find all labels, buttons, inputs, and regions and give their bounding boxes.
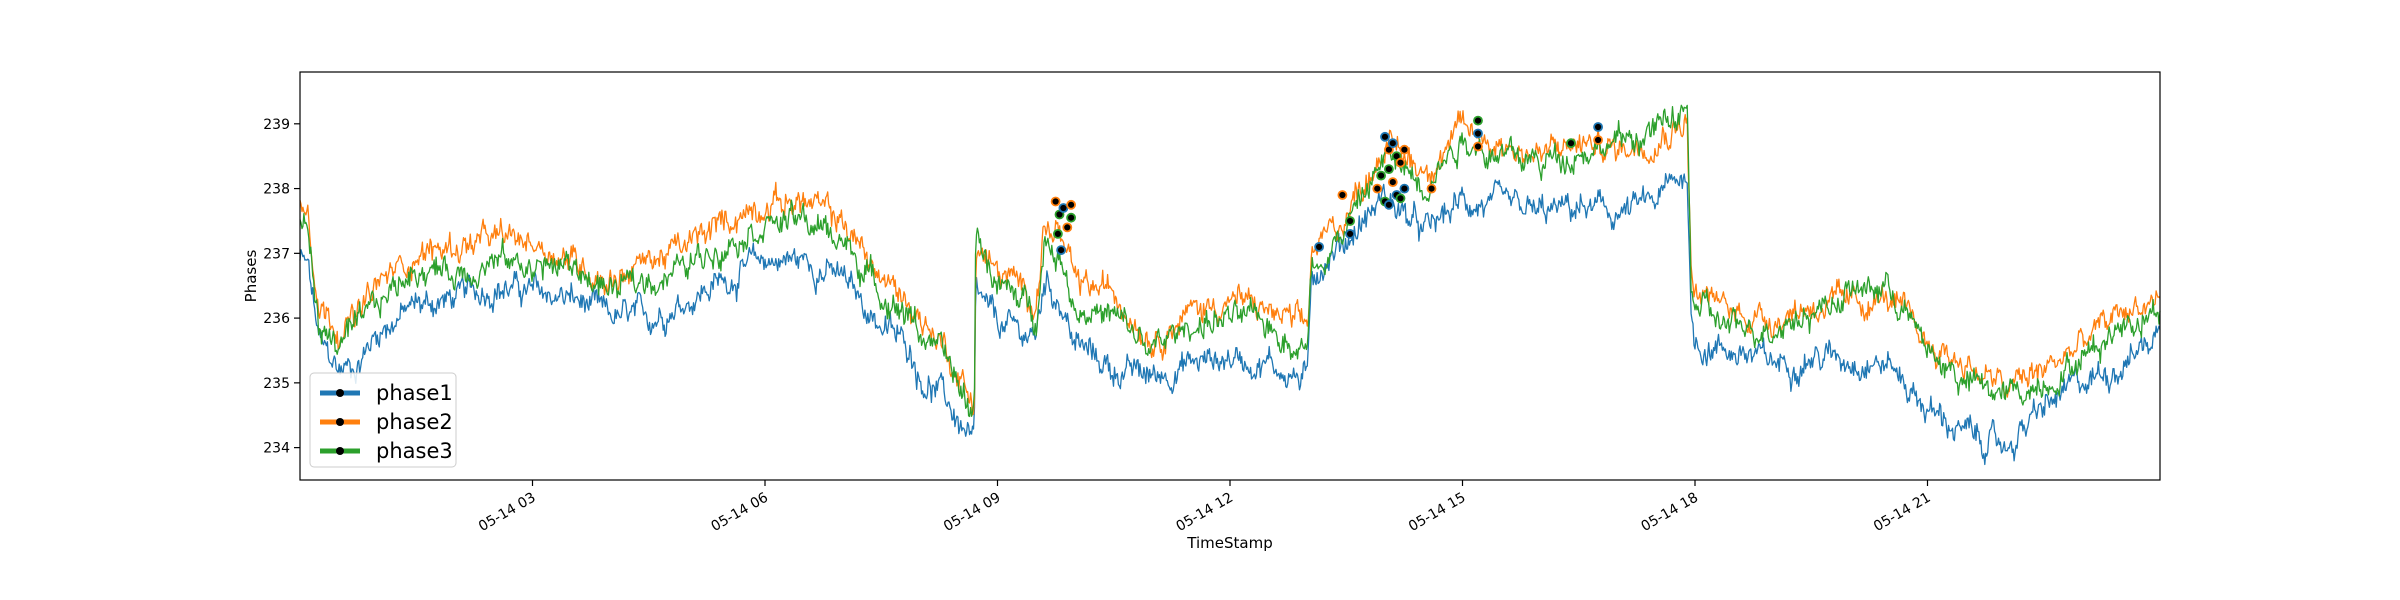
- data-point-marker: [1066, 212, 1076, 223]
- x-axis-label: TimeStamp: [1186, 534, 1272, 552]
- legend-label-phase2: phase2: [376, 410, 453, 434]
- data-point-marker: [1058, 203, 1069, 213]
- data-point-marker: [1395, 157, 1406, 168]
- data-point-marker: [1380, 131, 1390, 142]
- series-line-phase3: [299, 104, 2161, 418]
- data-point-marker: [1473, 141, 1483, 152]
- data-point-marker: [1314, 241, 1324, 252]
- data-point-marker: [1387, 138, 1398, 149]
- legend: phase1 phase2 phase3: [309, 372, 457, 468]
- data-point-marker: [1473, 115, 1483, 126]
- data-point-marker: [1372, 183, 1383, 194]
- data-point-marker: [1399, 183, 1410, 194]
- x-tick-label: 05-14 09: [941, 490, 1004, 535]
- data-point-marker: [1062, 222, 1073, 233]
- data-point-marker: [1473, 128, 1483, 139]
- series-layer: [299, 104, 2161, 466]
- data-point-marker: [1345, 228, 1355, 239]
- legend-marker: [336, 447, 344, 455]
- y-tick-label: 238: [263, 182, 290, 198]
- data-point-marker: [1384, 199, 1394, 210]
- legend-marker: [336, 389, 344, 397]
- y-tick-label: 237: [263, 246, 290, 262]
- y-tick-label: 234: [263, 441, 290, 457]
- x-tick-label: 05-14 12: [1173, 490, 1236, 535]
- legend-marker: [336, 418, 344, 426]
- y-axis: 234 235 236 237 238 239: [263, 117, 300, 457]
- data-point-marker: [1384, 164, 1394, 175]
- data-point-marker: [1593, 135, 1603, 145]
- data-point-marker: [1387, 177, 1398, 188]
- legend-label-phase1: phase1: [376, 381, 453, 405]
- x-axis: 05-14 03 05-14 06 05-14 09 05-14 12 05-14 15…: [476, 480, 1934, 535]
- data-point-marker: [1376, 170, 1386, 181]
- data-point-marker: [1345, 216, 1355, 226]
- y-axis-label: Phases: [242, 250, 260, 303]
- y-tick-label: 235: [263, 376, 290, 392]
- data-point-marker: [1066, 199, 1076, 210]
- data-point-marker: [1050, 196, 1061, 207]
- y-tick-label: 236: [263, 311, 290, 327]
- legend-label-phase3: phase3: [376, 439, 453, 463]
- data-point-marker: [1337, 190, 1348, 200]
- data-point-marker: [1566, 138, 1576, 149]
- data-point-marker: [1395, 193, 1406, 204]
- data-point-marker: [1399, 144, 1410, 155]
- x-tick-label: 05-14 03: [476, 490, 539, 535]
- legend-box: [309, 372, 457, 468]
- x-tick-label: 05-14 21: [1871, 490, 1934, 535]
- y-tick-label: 239: [263, 117, 290, 133]
- data-point-marker: [1056, 245, 1066, 256]
- x-tick-label: 05-14 18: [1638, 490, 1701, 535]
- x-tick-label: 05-14 06: [708, 490, 771, 535]
- x-tick-label: 05-14 15: [1406, 490, 1469, 535]
- data-point-marker: [1426, 183, 1437, 194]
- series-line-phase1: [299, 173, 2161, 466]
- marker-layer: [1050, 115, 1603, 256]
- data-point-marker: [1593, 122, 1603, 132]
- data-point-marker: [1053, 228, 1063, 239]
